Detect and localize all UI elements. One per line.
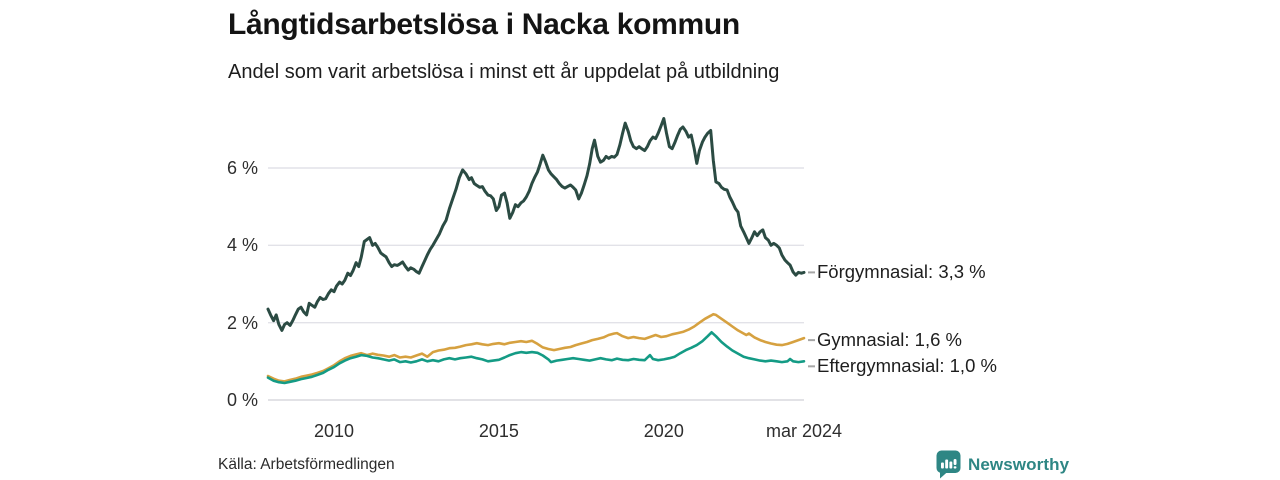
newsworthy-logo: Newsworthy <box>936 450 1069 479</box>
x-axis-tick-label: 2010 <box>313 421 354 441</box>
series-line-förgymnasial <box>266 117 806 332</box>
series-end-label-gymnasial: Gymnasial: 1,6 % <box>817 329 962 351</box>
y-axis-tick-label: 0 % <box>226 390 258 410</box>
series-line-gymnasial <box>266 312 806 383</box>
series-end-label-eftergymnasial: Eftergymnasial: 1,0 % <box>817 355 997 377</box>
x-axis-tick-label: 2015 <box>478 421 519 441</box>
series-line-eftergymnasial <box>266 330 806 385</box>
source-note: Källa: Arbetsförmedlingen <box>218 456 395 473</box>
x-axis-tick-label: 2020 <box>643 421 684 441</box>
series-end-label-förgymnasial: Förgymnasial: 3,3 % <box>817 261 986 283</box>
y-axis-tick-label: 4 % <box>226 235 258 256</box>
page-title: Långtidsarbetslösa i Nacka kommun <box>228 8 740 41</box>
y-axis-tick-label: 6 % <box>226 158 258 178</box>
y-axis-tick-label: 2 % <box>226 312 258 333</box>
brand-name: Newsworthy <box>968 454 1070 474</box>
x-axis-tick-label: mar 2024 <box>765 421 843 441</box>
page-subtitle: Andel som varit arbetslösa i minst ett å… <box>228 61 780 83</box>
newsworthy-logo-icon <box>936 450 961 479</box>
